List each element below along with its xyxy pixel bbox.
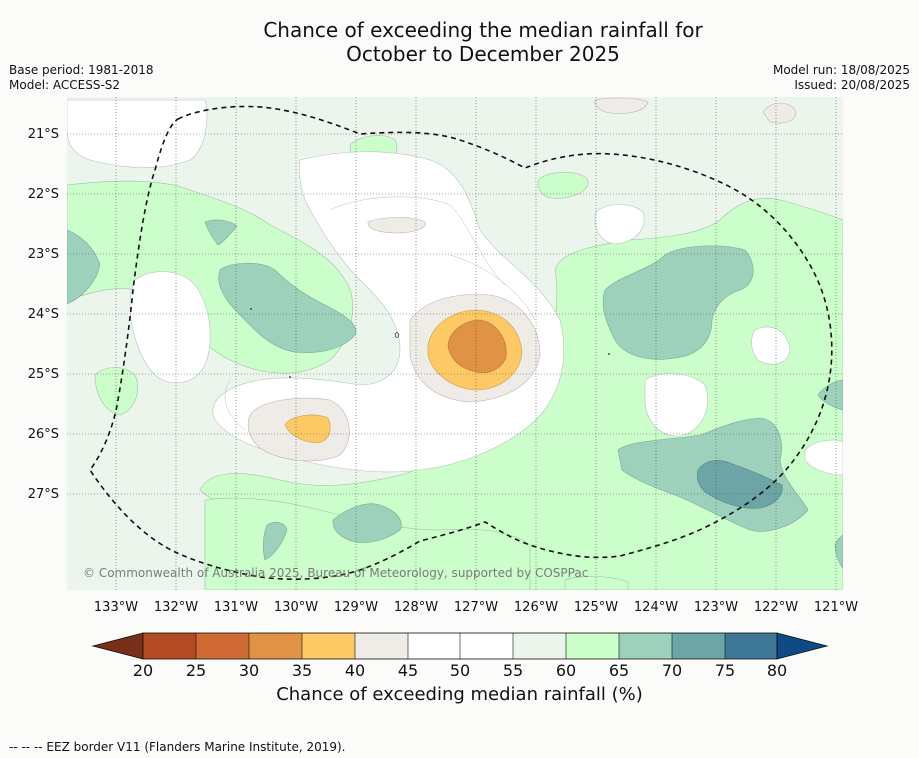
field-45-55-far-east xyxy=(751,326,791,365)
issued-text: Issued: 20/08/2025 xyxy=(794,78,910,92)
field-60-65-left-patch xyxy=(94,367,139,416)
contour-line xyxy=(449,254,536,321)
colorbar-below-20 xyxy=(91,632,144,660)
island-marker xyxy=(394,332,400,338)
lon-label-125: 125°W xyxy=(574,600,618,615)
colorbar-tick-65: 65 xyxy=(609,661,629,680)
colorbar-tick-40: 40 xyxy=(345,661,365,680)
lon-label-126: 126°W xyxy=(514,600,558,615)
colorbar-65-70 xyxy=(619,633,672,659)
run-info: Model run: 18/08/2025 Issued: 20/08/2025 xyxy=(773,63,910,93)
lon-label-128: 128°W xyxy=(394,600,438,615)
lon-labels: 133°W 132°W 131°W 130°W 129°W 128°W 127°… xyxy=(94,600,858,615)
colorbar-70-75 xyxy=(672,633,725,659)
colorbar-tick-20: 20 xyxy=(133,661,153,680)
lon-label-133: 133°W xyxy=(94,600,138,615)
field-65-70-east-edge xyxy=(817,379,843,411)
colorbar-35-40 xyxy=(302,633,355,659)
model-text: Model: ACCESS-S2 xyxy=(9,78,121,92)
colorbar-tick-25: 25 xyxy=(186,661,206,680)
colorbar-tick-35: 35 xyxy=(292,661,312,680)
lat-label-23: 23°S xyxy=(28,247,59,262)
lon-label-127: 127°W xyxy=(454,600,498,615)
colorbar-40-45 xyxy=(355,633,408,659)
lat-label-25: 25°S xyxy=(28,367,59,382)
colorbar-tick-55: 55 xyxy=(503,661,523,680)
colorbar-tick-60: 60 xyxy=(556,661,576,680)
field-65-70-far-west xyxy=(67,229,101,305)
lat-label-22: 22°S xyxy=(28,187,59,202)
field-40-45-top-right xyxy=(594,97,649,114)
colorbar-label: Chance of exceeding median rainfall (%) xyxy=(276,684,643,705)
field-65-70-east-edge-2 xyxy=(834,534,843,569)
field-60-65-bottom-patch xyxy=(564,576,629,590)
eez-footnote: -- -- -- EEZ border V11 (Flanders Marine… xyxy=(9,740,346,754)
map-title-line2: October to December 2025 xyxy=(346,42,620,66)
field-65-70-south-left xyxy=(332,503,402,543)
colorbar-60-65 xyxy=(566,633,619,659)
field-65-70-small-left xyxy=(204,219,238,246)
island-marker xyxy=(608,353,610,355)
colorbar-tick-50: 50 xyxy=(450,661,470,680)
lat-label-27: 27°S xyxy=(28,487,59,502)
colorbar: 20 25 30 35 40 45 50 55 60 65 70 75 80 xyxy=(91,632,829,680)
colorbar-55-60 xyxy=(513,633,566,659)
lon-label-132: 132°W xyxy=(154,600,198,615)
colorbar-25-30 xyxy=(196,633,249,659)
colorbar-tick-75: 75 xyxy=(715,661,735,680)
field-65-70-west xyxy=(218,262,357,353)
field-65-70-small-south xyxy=(262,521,288,561)
colorbar-tick-80: 80 xyxy=(767,661,787,680)
map-title-line1: Chance of exceeding the median rainfall … xyxy=(263,18,703,42)
lat-label-26: 26°S xyxy=(28,427,59,442)
field-45-55-east xyxy=(644,373,708,437)
colorbar-75-80 xyxy=(725,633,777,659)
contour-lines xyxy=(224,196,536,431)
rainfall-map: © Commonwealth of Australia 2025, Bureau… xyxy=(28,97,858,680)
lon-label-131: 131°W xyxy=(214,600,258,615)
base-period-text: Base period: 1981-2018 xyxy=(9,63,154,77)
lat-labels: 21°S 22°S 23°S 24°S 25°S 26°S 27°S xyxy=(28,127,59,502)
field-40-45-north xyxy=(367,217,426,234)
field-45-55-left xyxy=(129,271,211,384)
copyright-text: © Commonwealth of Australia 2025, Bureau… xyxy=(83,566,588,580)
colorbar-tick-70: 70 xyxy=(662,661,682,680)
map-title: Chance of exceeding the median rainfall … xyxy=(0,18,919,66)
field-45-55-ne xyxy=(594,204,645,245)
field-40-45-far-right xyxy=(762,102,797,124)
field-65-70-east xyxy=(602,245,754,360)
island-marker xyxy=(289,376,291,378)
island-marker xyxy=(250,308,252,310)
colorbar-tick-30: 30 xyxy=(239,661,259,680)
contour-line xyxy=(329,196,506,286)
colorbar-dividers xyxy=(195,633,726,659)
lon-label-122: 122°W xyxy=(754,600,798,615)
colorbar-20-25 xyxy=(143,633,196,659)
model-run-text: Model run: 18/08/2025 xyxy=(772,63,910,77)
field-45-55-east-edge xyxy=(804,439,843,476)
colorbar-45-50 xyxy=(408,633,460,659)
map-fields xyxy=(67,97,843,590)
lon-label-124: 124°W xyxy=(634,600,678,615)
colorbar-30-35 xyxy=(249,633,302,659)
lon-label-121: 121°W xyxy=(814,600,858,615)
lon-label-123: 123°W xyxy=(694,600,738,615)
graticule xyxy=(67,97,843,590)
field-30-35-center xyxy=(447,319,507,374)
field-35-40-left xyxy=(284,414,331,444)
lat-label-24: 24°S xyxy=(28,307,59,322)
colorbar-tick-45: 45 xyxy=(398,661,418,680)
colorbar-above-80 xyxy=(776,632,829,660)
base-info: Base period: 1981-2018 Model: ACCESS-S2 xyxy=(9,63,154,93)
contour-line xyxy=(224,379,246,431)
colorbar-ticks: 20 25 30 35 40 45 50 55 60 65 70 75 80 xyxy=(133,661,787,680)
eez-border xyxy=(89,105,833,580)
field-70-75-southeast xyxy=(696,460,783,509)
colorbar-50-55 xyxy=(460,633,513,659)
lon-label-130: 130°W xyxy=(274,600,318,615)
lon-label-129: 129°W xyxy=(334,600,378,615)
lat-label-21: 21°S xyxy=(28,127,59,142)
